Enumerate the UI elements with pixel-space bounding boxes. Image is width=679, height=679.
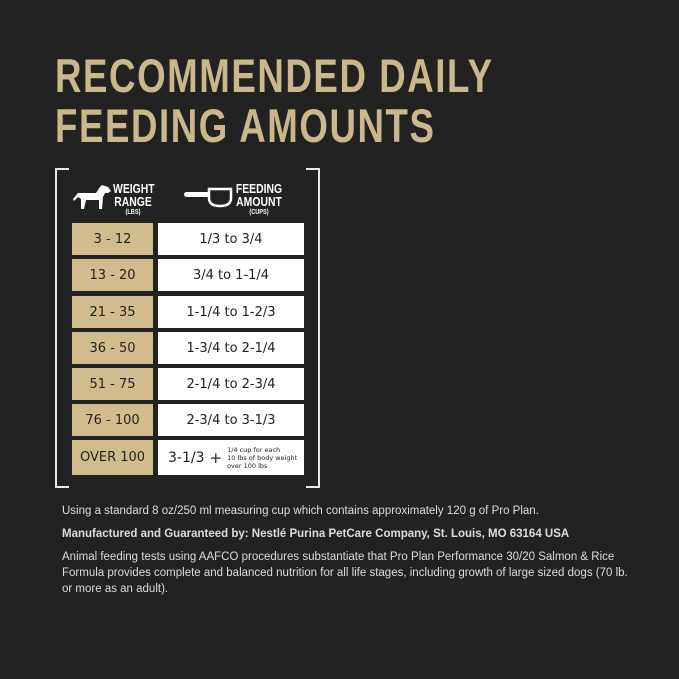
- weight-cell: 13 - 20: [72, 259, 153, 291]
- title-line-2: FEEDING AMOUNTS: [55, 99, 436, 152]
- manufacturer-note: Manufactured and Guaranteed by: Nestlé P…: [62, 528, 570, 540]
- amount-cell: 1-1/4 to 1-2/3: [158, 296, 304, 328]
- table-row: 76 - 100 2-3/4 to 3-1/3: [72, 404, 304, 436]
- plus-sign: +: [209, 448, 223, 467]
- right-bracket: [306, 168, 320, 488]
- weight-cell: 21 - 35: [72, 296, 153, 328]
- aafco-note: Animal feeding tests using AAFCO procedu…: [62, 551, 628, 595]
- table-row: 51 - 75 2-1/4 to 2-3/4: [72, 368, 304, 400]
- weight-cell: OVER 100: [72, 440, 153, 475]
- left-bracket: [55, 168, 69, 488]
- amount-header: FEEDING AMOUNT (CUPS): [235, 181, 283, 216]
- weight-cell: 51 - 75: [72, 368, 153, 400]
- table-row: 3 - 12 1/3 to 3/4: [72, 223, 304, 255]
- weight-cell: 36 - 50: [72, 332, 153, 364]
- title-line-1: RECOMMENDED DAILY: [55, 49, 494, 102]
- table-row: 21 - 35 1-1/4 to 1-2/3: [72, 296, 304, 328]
- amount-cell: 1-3/4 to 2-1/4: [158, 332, 304, 364]
- amount-cell: 3/4 to 1-1/4: [158, 259, 304, 291]
- weight-header: WEIGHT RANGE (LBS): [113, 181, 155, 216]
- table-row: 13 - 20 3/4 to 1-1/4: [72, 259, 304, 291]
- amount-footnote: 1/4 cup for each 10 lbs of body weight ove…: [227, 445, 298, 470]
- amount-value: 3-1/3: [168, 449, 205, 466]
- weight-cell: 3 - 12: [72, 223, 153, 255]
- dog-icon: [73, 185, 111, 209]
- weight-cell: 76 - 100: [72, 404, 153, 436]
- amount-cell: 2-3/4 to 3-1/3: [158, 404, 304, 436]
- amount-cell: 2-1/4 to 2-3/4: [158, 368, 304, 400]
- amount-cell: 3-1/3 + 1/4 cup for each 10 lbs of body w…: [158, 440, 304, 475]
- amount-cell: 1/3 to 3/4: [158, 223, 304, 255]
- table-row: 36 - 50 1-3/4 to 2-1/4: [72, 332, 304, 364]
- table-row: OVER 100 3-1/3 + 1/4 cup for each 10 lbs …: [72, 440, 304, 475]
- measuring-cup-icon: [184, 187, 233, 208]
- cup-note: Using a standard 8 oz/250 ml measuring c…: [62, 505, 539, 517]
